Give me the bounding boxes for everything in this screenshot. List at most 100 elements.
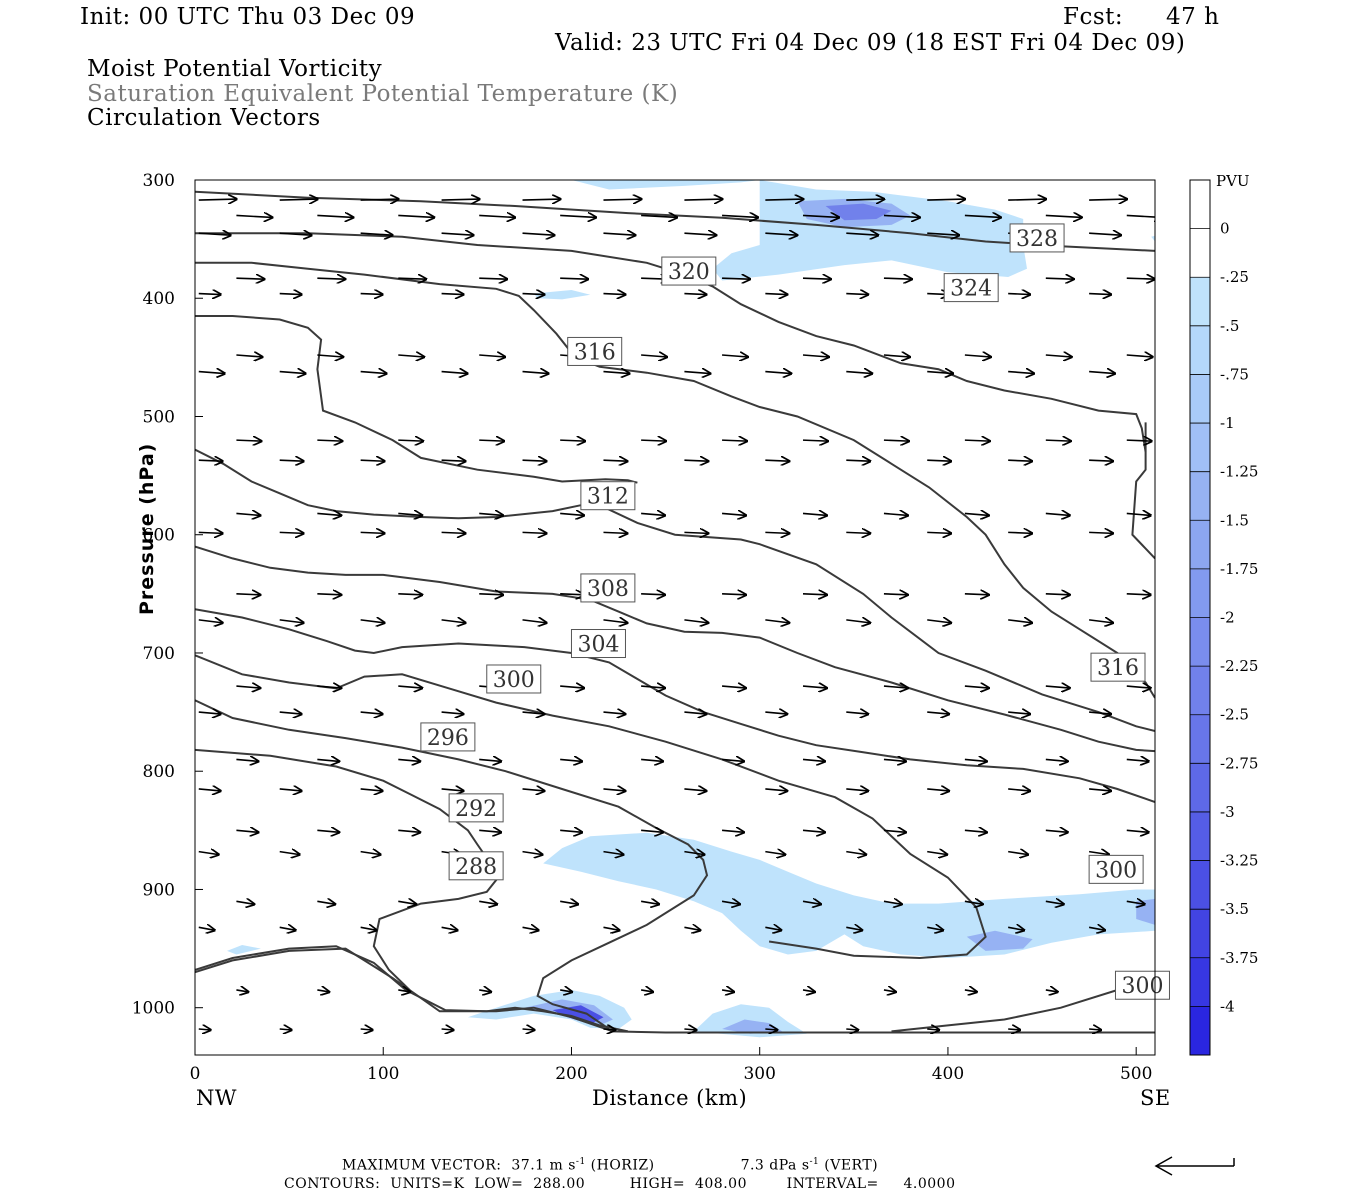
- vector-arrow: [684, 233, 716, 235]
- vector-arrow: [640, 990, 653, 992]
- colorbar-swatch: [1190, 957, 1210, 1007]
- vector-arrow: [641, 355, 667, 357]
- contour-label-box: [1009, 223, 1065, 253]
- colorbar-label: -2.75: [1220, 754, 1258, 772]
- vector-arrow: [846, 532, 870, 533]
- vector-arrow: [603, 199, 641, 200]
- field-title-theta-es: Saturation Equivalent Potential Temperat…: [87, 81, 679, 107]
- vector-arrow: [641, 830, 663, 832]
- vector-arrow: [1045, 440, 1071, 441]
- vector-arrow: [479, 355, 505, 357]
- vector-arrow: [641, 594, 665, 595]
- vector-arrow: [1008, 532, 1032, 533]
- pv-region: [722, 1019, 783, 1034]
- vector-arrow: [236, 759, 258, 761]
- theta-contour: [1131, 422, 1155, 560]
- contour-label: 320: [668, 260, 710, 285]
- vector-arrow: [479, 990, 491, 992]
- contour-label-box: [1114, 970, 1170, 1000]
- vector-arrow: [641, 215, 677, 217]
- contour-label: 296: [427, 726, 469, 751]
- contour-label: 288: [455, 855, 497, 880]
- max-vector-info: MAXIMUM VECTOR: 37.1 m s-1 (HORIZ) 7.3 dP…: [342, 1157, 879, 1174]
- vector-arrow: [360, 372, 387, 374]
- vector-arrow: [198, 712, 221, 714]
- vector-arrow: [641, 759, 663, 761]
- contour-label: 308: [587, 577, 629, 602]
- colorbar-label: -3.25: [1220, 852, 1258, 870]
- vector-arrow: [279, 233, 312, 235]
- vector-arrow: [603, 852, 623, 855]
- vector-arrow: [883, 278, 912, 279]
- vector-arrow: [1089, 460, 1113, 461]
- vector-arrow: [883, 594, 908, 595]
- vector-arrow: [279, 294, 302, 295]
- vector-arrow: [236, 278, 264, 279]
- y-tick-label: 400: [143, 289, 175, 309]
- colorbar-label: -.75: [1220, 365, 1249, 383]
- vector-arrow: [684, 927, 700, 930]
- vector-arrow: [1089, 532, 1113, 533]
- x-end-label-se: SE: [1140, 1086, 1171, 1110]
- vector-arrow: [684, 294, 706, 295]
- vector-arrow: [1045, 215, 1082, 217]
- vector-arrow: [560, 513, 584, 515]
- vector-arrow: [560, 215, 596, 217]
- vector-arrow: [883, 759, 906, 761]
- contour-label-box: [570, 629, 626, 659]
- vector-arrow: [522, 532, 547, 533]
- vector-arrow: [684, 532, 708, 533]
- vector-arrow: [721, 355, 748, 357]
- vector-arrow: [603, 927, 619, 930]
- y-tick-label: 600: [143, 526, 175, 546]
- pv-region: [227, 945, 261, 955]
- vector-arrow: [479, 440, 504, 441]
- vector-arrow: [1126, 901, 1145, 904]
- colorbar-label: -1.25: [1220, 463, 1258, 481]
- x-tick-label: 400: [932, 1064, 964, 1084]
- vector-arrow: [279, 927, 296, 930]
- vector-arrow: [398, 830, 420, 832]
- vector-arrow: [198, 294, 221, 295]
- vector-arrow: [1008, 789, 1030, 791]
- y-tick-label: 900: [143, 880, 175, 900]
- vector-arrow: [441, 199, 480, 200]
- vector-arrow: [479, 513, 503, 515]
- contour-info: CONTOURS: UNITS=K LOW= 288.00 HIGH= 408.…: [284, 1176, 956, 1192]
- vector-arrow: [765, 294, 787, 295]
- theta-contour: [195, 608, 1155, 803]
- vector-arrow: [198, 789, 221, 791]
- vector-arrow: [360, 233, 393, 235]
- colorbar-swatch: [1190, 666, 1210, 716]
- vector-arrow: [522, 852, 543, 855]
- vector-arrow: [684, 460, 708, 461]
- vector-arrow: [927, 927, 943, 930]
- vector-arrow: [846, 852, 866, 855]
- vector-arrow: [522, 460, 547, 461]
- vector-arrow: [317, 440, 342, 441]
- contour-label-box: [486, 664, 542, 694]
- x-tick-label: 200: [555, 1064, 587, 1084]
- vector-arrow: [398, 901, 416, 904]
- colorbar-label: -1.5: [1220, 511, 1249, 529]
- vector-arrow: [398, 278, 426, 279]
- vector-arrow: [398, 440, 423, 441]
- vector-arrow: [765, 620, 789, 623]
- vector-arrow: [883, 355, 910, 357]
- vector-arrow: [927, 1029, 939, 1030]
- contour-label: 304: [577, 633, 619, 658]
- colorbar-label: -.25: [1220, 268, 1249, 286]
- plot-frame: [194, 179, 1156, 1056]
- colorbar-swatch: [1190, 568, 1210, 618]
- vector-arrow: [560, 440, 585, 441]
- vector-arrow: [317, 686, 341, 688]
- vector-arrow: [198, 927, 215, 930]
- theta-contour: [195, 654, 987, 960]
- axes: 0 100 200 300 400 500 300 400 500 600 700 800 900 100…: [132, 171, 1153, 1084]
- colorbar-label: -2.25: [1220, 657, 1258, 675]
- vector-arrow: [846, 199, 884, 200]
- vector-arrow: [765, 532, 789, 533]
- colorbar-swatch: [1190, 277, 1210, 327]
- vector-arrow: [522, 199, 561, 200]
- vector-arrow: [1045, 594, 1070, 595]
